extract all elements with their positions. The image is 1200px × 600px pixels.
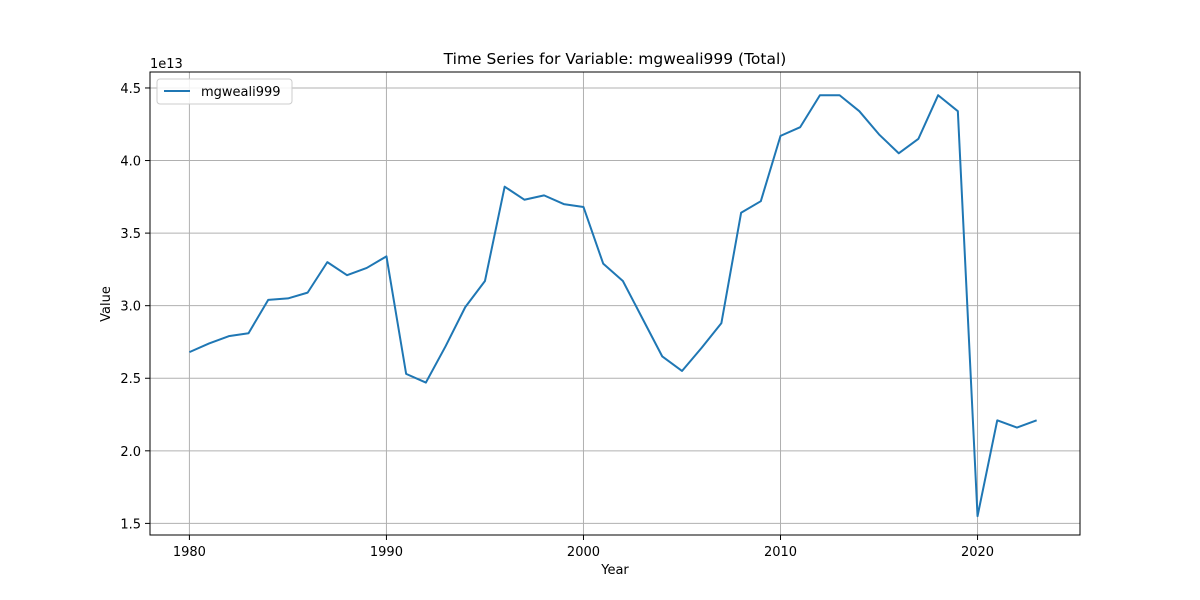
- x-axis: 1980 1990 2000 2010 2020: [173, 535, 994, 560]
- x-tick-label: 2020: [961, 545, 994, 560]
- y-tick-label: 2.0: [120, 445, 141, 460]
- y-tick-label: 2.5: [120, 372, 141, 387]
- x-axis-title: Year: [600, 563, 629, 578]
- y-tick-label: 1.5: [120, 517, 141, 532]
- y-axis-title: Value: [99, 286, 114, 322]
- y-axis: 1.5 2.0 2.5 3.0 3.5 4.0 4.5: [120, 82, 150, 532]
- x-tick-label: 1990: [370, 545, 403, 560]
- legend-box: [156, 78, 293, 105]
- y-tick-label: 4.5: [120, 82, 141, 97]
- plot-frame: [149, 71, 1081, 536]
- legend-label: mgweali999: [201, 85, 281, 100]
- x-tick-label: 1980: [173, 545, 206, 560]
- y-offset-label: 1e13: [150, 57, 183, 72]
- legend: mgweali999: [156, 78, 293, 105]
- y-tick-label: 4.0: [120, 155, 141, 170]
- x-tick-label: 2010: [764, 545, 797, 560]
- chart-title: Time Series for Variable: mgweali999 (To…: [443, 50, 787, 68]
- x-tick-label: 2000: [567, 545, 600, 560]
- series-layer: [189, 94, 1037, 518]
- series-line: [189, 94, 1037, 518]
- grid: [150, 72, 1080, 535]
- y-tick-label: 3.5: [120, 227, 141, 242]
- y-tick-label: 3.0: [120, 300, 141, 315]
